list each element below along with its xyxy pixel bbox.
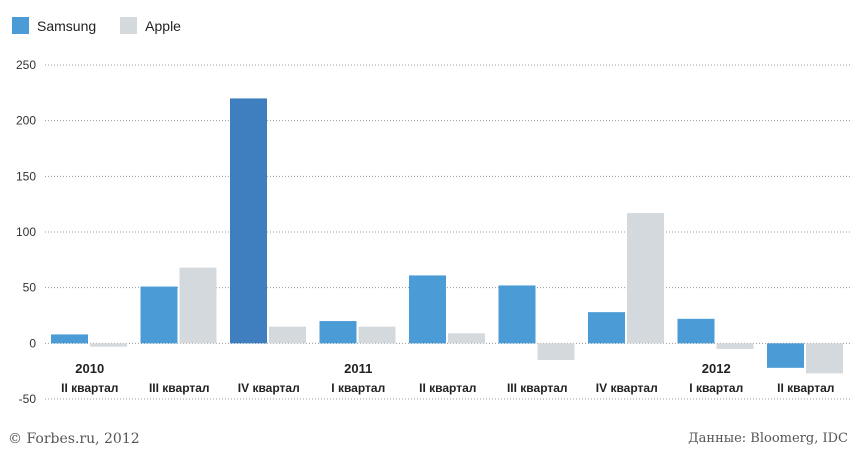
bar-samsung bbox=[319, 321, 357, 344]
legend-item-samsung: Samsung bbox=[12, 17, 96, 34]
legend-swatch-apple bbox=[120, 17, 138, 34]
x-category-label: III квартал bbox=[149, 381, 210, 395]
bar-apple bbox=[179, 267, 217, 344]
y-tick-label: 100 bbox=[16, 225, 36, 239]
bar-samsung bbox=[677, 318, 715, 344]
x-category-label: II квартал bbox=[777, 381, 834, 395]
bar-samsung bbox=[230, 98, 267, 344]
source-text: Данные: Bloomerg, IDC bbox=[688, 431, 848, 446]
bar-apple bbox=[358, 326, 396, 344]
x-year-label: 2010 bbox=[75, 361, 104, 376]
copyright-text: © Forbes.ru, 2012 bbox=[8, 431, 140, 447]
y-tick-label: 200 bbox=[16, 114, 36, 128]
bar-samsung bbox=[140, 286, 178, 344]
y-tick-label: 250 bbox=[16, 58, 36, 72]
bar-apple bbox=[716, 343, 754, 349]
legend-item-apple: Apple bbox=[120, 17, 181, 34]
bar-apple bbox=[537, 343, 575, 361]
x-category-label: I квартал bbox=[689, 381, 743, 395]
x-category-label: II квартал bbox=[419, 381, 476, 395]
bar-apple bbox=[806, 343, 843, 374]
x-category-label: I квартал bbox=[331, 381, 385, 395]
x-year-label: 2011 bbox=[344, 361, 372, 376]
legend-swatch-samsung bbox=[12, 17, 29, 34]
bar-apple bbox=[269, 326, 306, 344]
x-category-label: III квартал bbox=[507, 381, 568, 395]
x-category-label: IV квартал bbox=[238, 381, 300, 395]
x-category-label: IV квартал bbox=[596, 381, 658, 395]
y-tick-label: -50 bbox=[19, 392, 37, 406]
bar-apple bbox=[90, 343, 127, 347]
y-tick-label: 50 bbox=[23, 281, 37, 295]
y-tick-label: 150 bbox=[16, 169, 36, 183]
bar-samsung bbox=[588, 312, 625, 344]
bar-samsung bbox=[51, 334, 88, 344]
bar-apple bbox=[627, 213, 664, 344]
y-tick-label: 0 bbox=[29, 336, 36, 350]
bar-apple bbox=[448, 333, 485, 344]
x-category-label: II квартал bbox=[61, 381, 118, 395]
x-year-label: 2012 bbox=[702, 361, 731, 376]
bar-samsung bbox=[409, 275, 446, 344]
legend-label-apple: Apple bbox=[145, 17, 181, 34]
bar-samsung bbox=[498, 285, 536, 344]
legend-label-samsung: Samsung bbox=[37, 17, 97, 34]
legend: Samsung Apple bbox=[12, 17, 205, 34]
bar-samsung bbox=[767, 343, 804, 368]
